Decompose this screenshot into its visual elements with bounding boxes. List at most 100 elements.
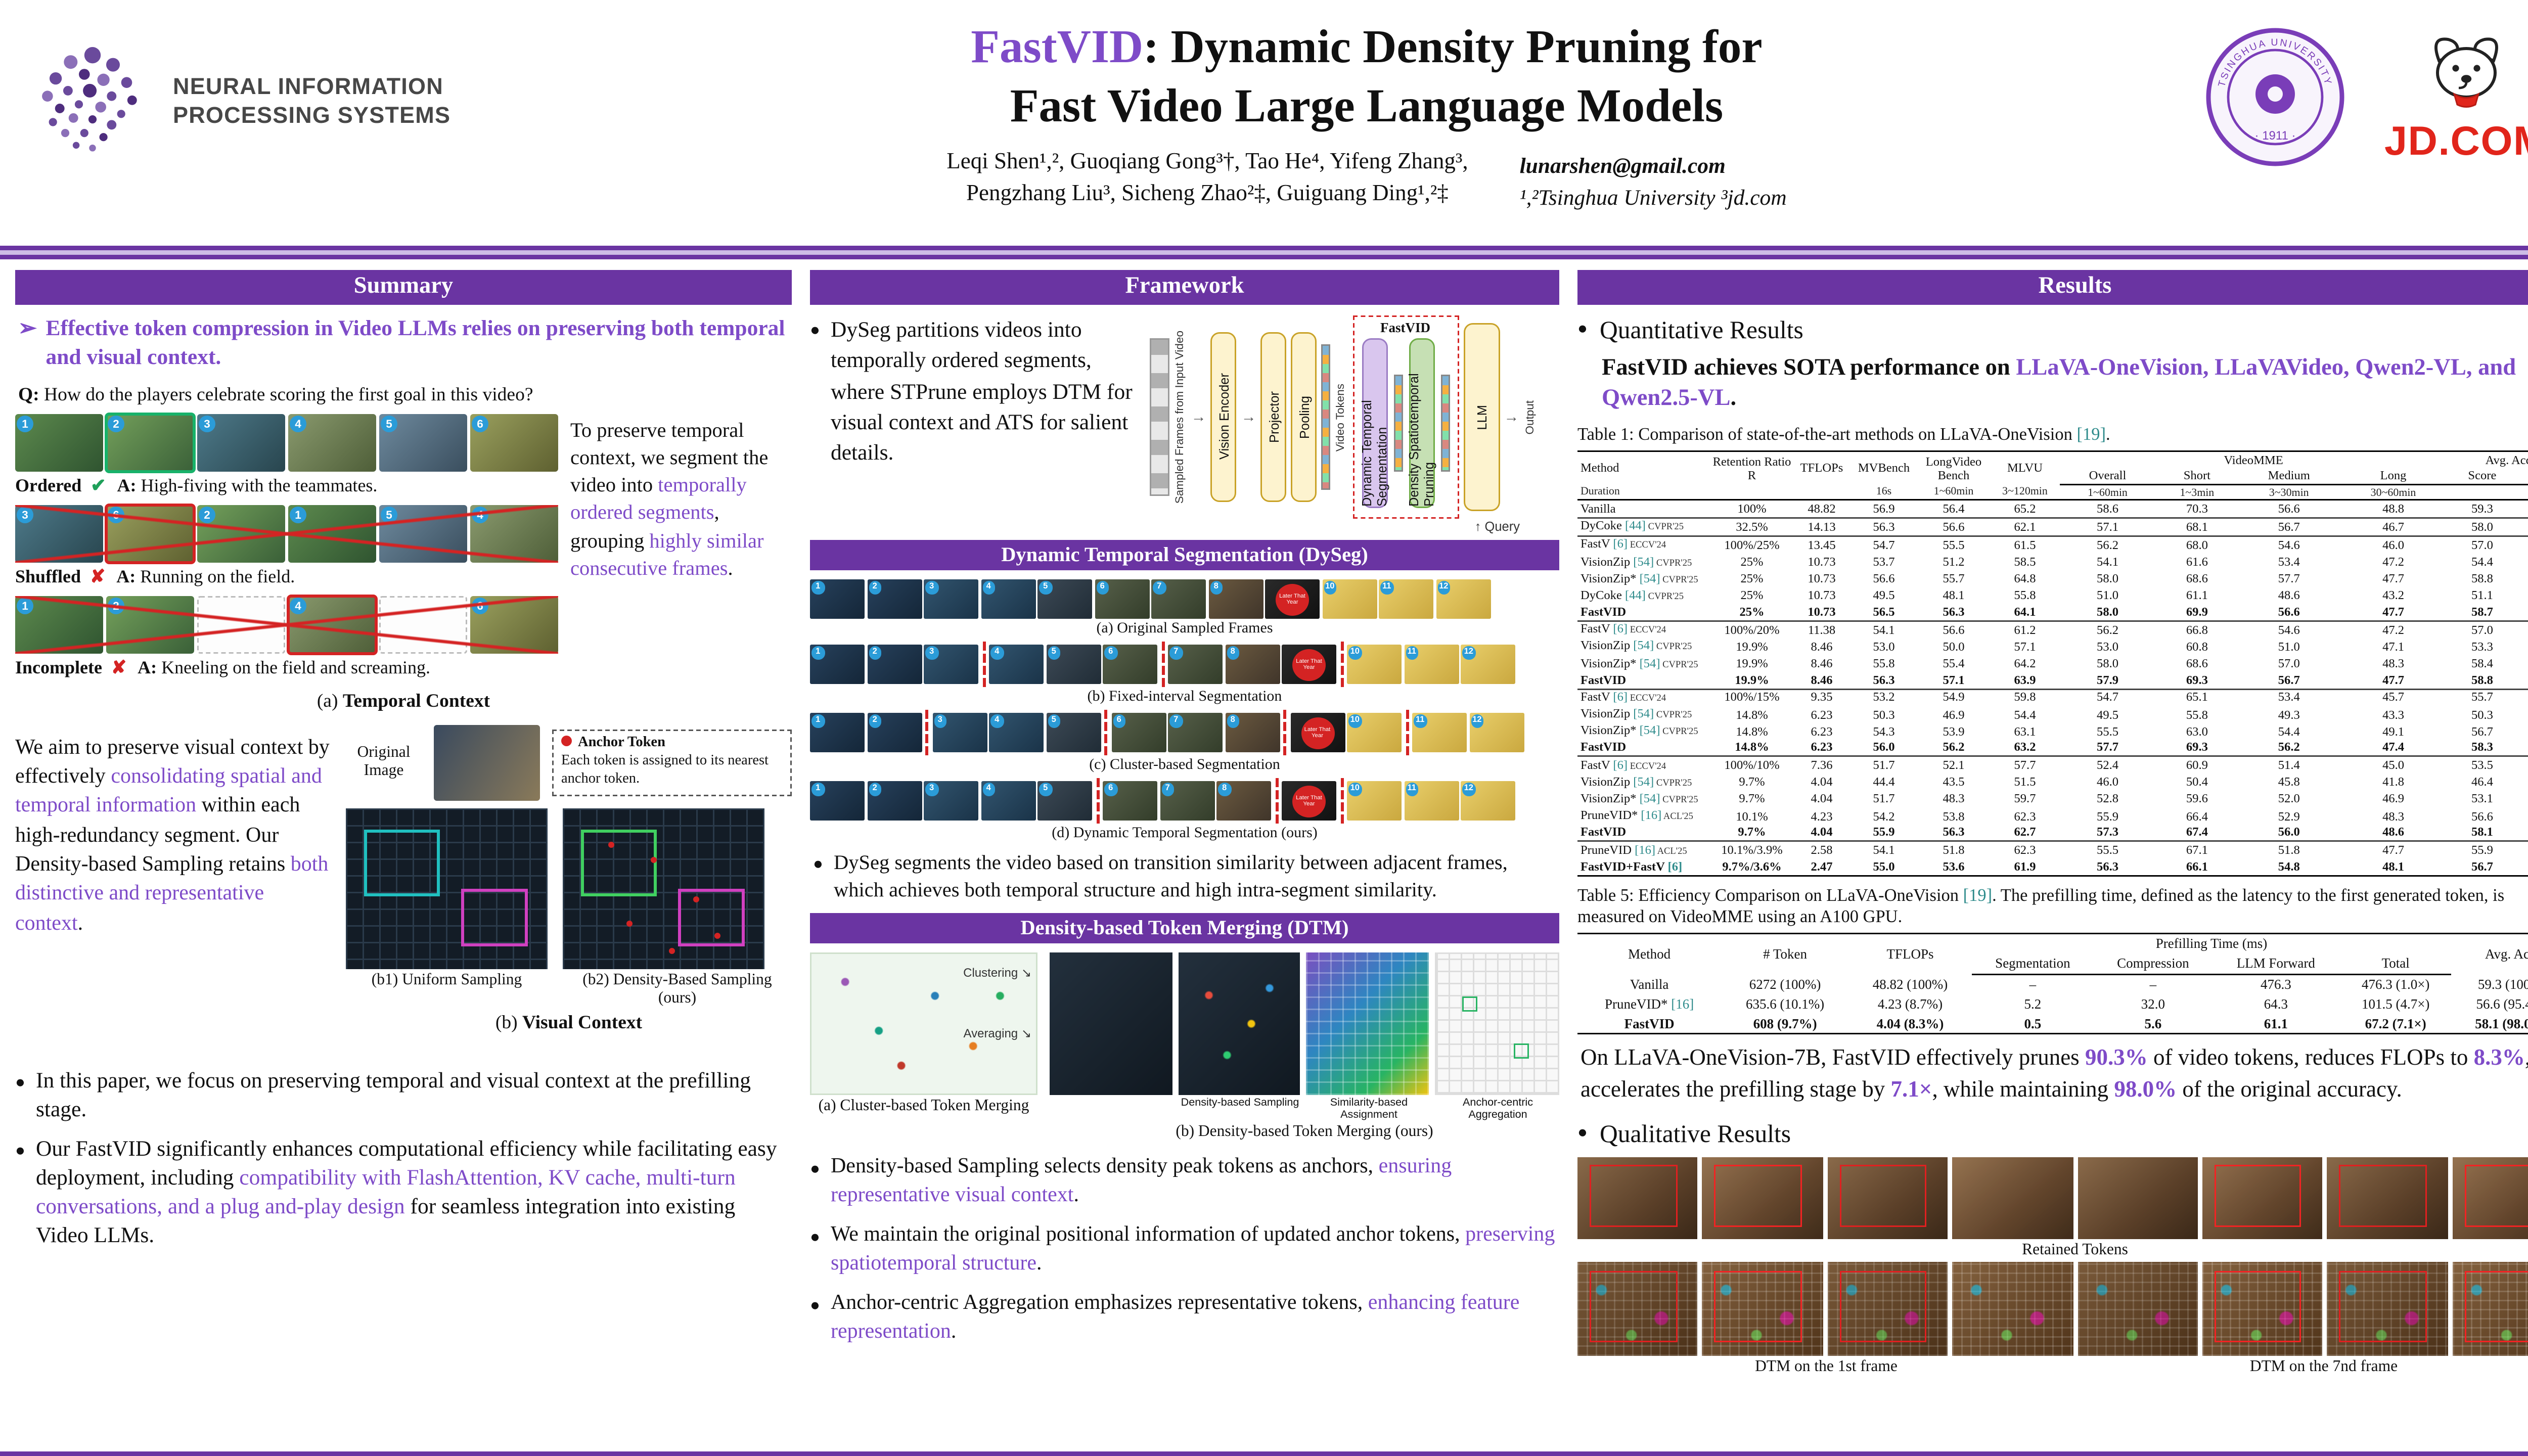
video-frame-strip: 3 6 2 1 5 4 — [15, 503, 558, 564]
anchor-token-dot-icon — [561, 735, 572, 746]
dtm-frame — [1702, 1261, 1823, 1356]
value-cell: 10.73 — [1808, 555, 1836, 569]
value-cell: 69.3 — [2155, 740, 2239, 757]
value-cell: 55.5 — [2097, 843, 2119, 857]
frame-number-badge: 2 — [108, 415, 124, 432]
quantitative-section-title: ● Quantitative Results — [1577, 315, 2528, 346]
value-cell: 61.6 — [2186, 555, 2208, 569]
frame-number-badge: 3 — [925, 581, 938, 594]
value-cell: 51.8 — [2278, 843, 2300, 857]
table-row: FastVID 608 (9.7%) 4.04 (8.3%) 0.5 5.6 61.1 67… — [1577, 1014, 2528, 1034]
later-that-year-badge: Later That Year — [1292, 648, 1326, 680]
poster-title: FastVID: Dynamic Density Pruning for Fas… — [528, 18, 2205, 136]
text-segment: We aim to preserve visual context by eff… — [15, 737, 330, 789]
density-sampling-caption: (b2) Density-Based Sampling (ours) — [582, 972, 772, 1007]
citation-ref: [54] — [1630, 707, 1654, 721]
value-cell: 19.9% — [1736, 640, 1768, 654]
value-cell: 63.9 — [1990, 672, 2060, 690]
frame-number-badge: 6 — [472, 597, 488, 614]
aggregation-label: Anchor-centric Aggregation — [1462, 1096, 1533, 1122]
value-cell: 6.23 — [1811, 724, 1833, 739]
video-frame: 3 — [197, 414, 285, 472]
method-name: Vanilla — [1581, 502, 1616, 516]
video-tokens-label: Video Tokens — [1333, 383, 1347, 451]
temporal-caption: (a) Temporal Context — [15, 690, 792, 712]
later-that-year-badge: Later That Year — [1292, 785, 1326, 817]
value-cell: 65.1 — [2186, 691, 2208, 705]
table5-efficiency: Method # Token TFLOPs Prefilling Time (ms) A… — [1577, 933, 2528, 1035]
text-segment: A: — [113, 474, 137, 496]
value-cell: 57.3 — [2060, 825, 2156, 842]
frame-number-badge: 10 — [1323, 581, 1336, 594]
input-frames-label: Sampled Frames from Input Video — [1172, 330, 1186, 504]
frame-number-badge: 11 — [1414, 714, 1427, 727]
frame-number-badge: 3 — [925, 646, 938, 659]
value-cell: 58.7 — [2447, 604, 2517, 622]
venue-label: CVPR'25 — [1654, 642, 1692, 653]
text-segment: DySeg segments the video based on transi… — [833, 851, 1508, 901]
frame-number-badge: 8 — [1218, 783, 1231, 796]
text-segment: [19] — [1963, 886, 1993, 905]
value-cell: 48.3 — [2382, 656, 2405, 670]
value-cell: 54.7 — [1873, 538, 1895, 552]
method-cell: VisionZip* [54] CVPR'25 — [1577, 791, 1711, 808]
value-cell: 55.8 — [2014, 588, 2036, 603]
frame-number-badge: 12 — [1470, 714, 1483, 727]
method-name: VisionZip* — [1581, 571, 1637, 585]
visual-caption: (b) Visual Context — [346, 1011, 792, 1034]
text-segment: , while maintaining — [1932, 1078, 2114, 1103]
text-segment: compatibility with FlashAttention, KV ca… — [35, 1166, 736, 1220]
video-frame-strip: 1 2 4 6 — [15, 594, 558, 655]
value-cell: 56.6 — [2238, 604, 2339, 622]
method-name: VisionZip* — [1581, 792, 1637, 806]
method-cell: FastVID — [1577, 1014, 1721, 1034]
jd-logo-text: JD.COM — [2384, 117, 2528, 163]
arrow-bullet-icon: ➢ — [18, 317, 37, 341]
venue-label: CVPR'25 — [1654, 778, 1692, 789]
value-cell: 61.2 — [2014, 623, 2036, 637]
video-frame: 1 — [15, 414, 103, 472]
value-cell: 10.1% — [1736, 809, 1768, 823]
col-mvbench: MVBench — [1858, 461, 1910, 475]
later-that-year-badge: Later That Year — [1300, 716, 1334, 749]
value-cell: 53.1 — [2471, 792, 2493, 806]
table-row: FastVID 14.8% 6.23 56.0 56.2 63.2 57.7 69.3 56.2… — [1577, 740, 2528, 757]
value-cell: 51.5 — [2014, 776, 2036, 790]
value-cell: 68.6 — [2186, 656, 2208, 670]
title-line2: Fast Video Large Language Models — [1010, 78, 1724, 132]
arrow-right-icon: → — [1241, 408, 1256, 426]
value-cell: 6.23 — [1811, 707, 1833, 721]
value-cell: 46.9 — [1943, 707, 1965, 721]
citation-ref: [16] — [1631, 843, 1656, 857]
value-cell: 54.9 — [1943, 691, 1965, 705]
dyseg-section-bar: Dynamic Temporal Segmentation (DySeg) — [810, 540, 1559, 570]
value-cell: 59.3 — [2447, 500, 2517, 519]
value-cell: 56.3 — [1917, 825, 1990, 842]
frame-number-badge: 5 — [1039, 783, 1052, 796]
sampling-images: (b1) Uniform Sampling (b2) Density-Based… — [346, 808, 792, 1008]
venue-label: CVPR'25 — [1660, 659, 1698, 670]
method-cell: PruneVID [16] ACL'25 — [1577, 841, 1711, 859]
value-cell: 62.7 — [1990, 825, 2060, 842]
later-that-year-badge: Later That Year — [1276, 583, 1309, 615]
value-cell: 59.8 — [2014, 691, 2036, 705]
svg-text:· 1911 ·: · 1911 · — [2255, 129, 2296, 143]
value-cell: 10.73 — [1808, 572, 1836, 586]
method-name: FastV — [1581, 622, 1610, 636]
frame-number-badge: 11 — [1380, 581, 1393, 594]
table-row: VisionZip* [54] CVPR'25 9.7% 4.04 51.7 48.3 5… — [1577, 791, 2528, 808]
value-cell: 64.2 — [2014, 656, 2036, 670]
col-mlvu: MLVU — [2007, 461, 2043, 475]
value-cell: 56.7 — [2238, 672, 2339, 690]
value-cell: 9.7%/3.6% — [1722, 859, 1782, 874]
col-sub: Short — [2155, 468, 2239, 486]
citation-ref: [54] — [1636, 724, 1660, 738]
method-cell: FastV [6] ECCV'24 — [1577, 536, 1711, 554]
sampling-label: Density-based Sampling — [1181, 1096, 1299, 1110]
value-cell: 64.3 — [2264, 996, 2288, 1012]
value-cell: 48.1 — [1943, 588, 1965, 603]
value-cell: 43.5 — [1943, 776, 1965, 790]
temporal-side-text: To preserve temporal context, we segment… — [570, 414, 786, 687]
video-frame: 7 — [1168, 645, 1223, 684]
value-cell: 54.4 — [2014, 707, 2036, 721]
